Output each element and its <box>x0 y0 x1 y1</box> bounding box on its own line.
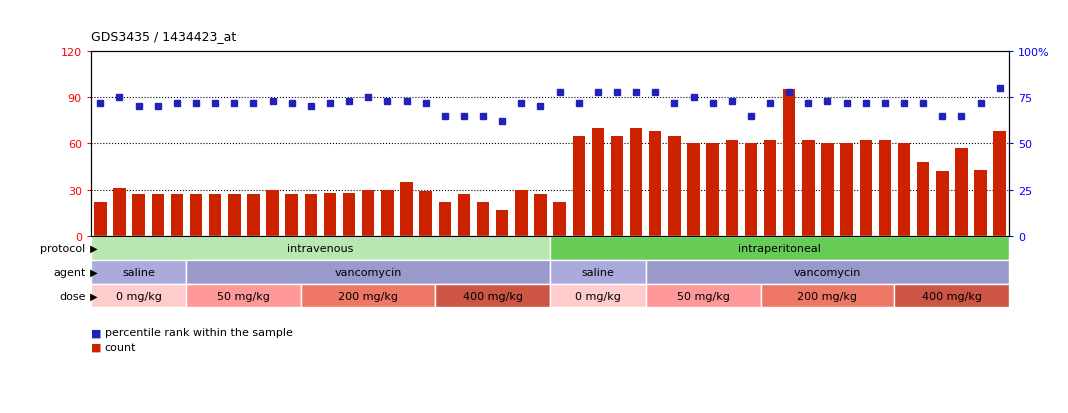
Bar <box>152 195 164 236</box>
Bar <box>993 132 1006 236</box>
Text: intravenous: intravenous <box>287 243 354 253</box>
Bar <box>91 284 187 308</box>
Bar <box>821 144 834 236</box>
Bar <box>209 195 221 236</box>
Bar <box>760 284 894 308</box>
Bar <box>841 144 853 236</box>
Bar <box>764 141 776 236</box>
Bar <box>879 141 891 236</box>
Bar <box>435 284 550 308</box>
Bar <box>187 260 550 284</box>
Text: ■: ■ <box>91 328 101 337</box>
Bar <box>550 260 646 284</box>
Bar <box>476 202 489 236</box>
Text: 0 mg/kg: 0 mg/kg <box>575 291 621 301</box>
Text: 200 mg/kg: 200 mg/kg <box>798 291 858 301</box>
Bar <box>439 202 451 236</box>
Text: GDS3435 / 1434423_at: GDS3435 / 1434423_at <box>91 31 236 43</box>
Text: protocol: protocol <box>41 243 85 253</box>
Bar <box>94 202 107 236</box>
Bar <box>171 195 183 236</box>
Bar <box>592 128 604 236</box>
Text: intraperitoneal: intraperitoneal <box>738 243 821 253</box>
Bar <box>706 144 719 236</box>
Text: ■: ■ <box>91 342 101 352</box>
Text: 0 mg/kg: 0 mg/kg <box>115 291 161 301</box>
Bar <box>324 193 336 236</box>
Bar <box>304 195 317 236</box>
Bar <box>630 128 642 236</box>
Bar <box>91 236 550 260</box>
Bar <box>496 210 508 236</box>
Bar <box>553 202 566 236</box>
Bar <box>860 141 871 236</box>
Bar <box>534 195 547 236</box>
Bar <box>266 190 279 236</box>
Bar <box>783 90 796 236</box>
Bar <box>550 284 646 308</box>
Text: agent: agent <box>53 267 85 277</box>
Bar <box>955 149 968 236</box>
Bar <box>113 189 126 236</box>
Bar <box>458 195 470 236</box>
Text: ▶: ▶ <box>87 267 97 277</box>
Bar <box>229 195 240 236</box>
Text: 400 mg/kg: 400 mg/kg <box>922 291 981 301</box>
Text: percentile rank within the sample: percentile rank within the sample <box>105 328 293 337</box>
Text: count: count <box>105 342 136 352</box>
Bar <box>802 141 815 236</box>
Bar <box>898 144 910 236</box>
Bar <box>91 260 187 284</box>
Text: saline: saline <box>122 267 155 277</box>
Bar <box>974 170 987 236</box>
Text: saline: saline <box>581 267 614 277</box>
Bar <box>894 284 1009 308</box>
Bar <box>917 162 929 236</box>
Bar <box>343 193 356 236</box>
Text: ▶: ▶ <box>87 243 97 253</box>
Text: dose: dose <box>59 291 85 301</box>
Text: 200 mg/kg: 200 mg/kg <box>339 291 398 301</box>
Text: vancomycin: vancomycin <box>794 267 861 277</box>
Bar <box>381 190 394 236</box>
Bar <box>725 141 738 236</box>
Bar <box>187 284 301 308</box>
Bar <box>400 183 412 236</box>
Bar <box>744 144 757 236</box>
Bar <box>420 192 431 236</box>
Text: 400 mg/kg: 400 mg/kg <box>462 291 522 301</box>
Bar <box>649 132 661 236</box>
Text: vancomycin: vancomycin <box>334 267 402 277</box>
Bar <box>936 172 948 236</box>
Bar <box>247 195 260 236</box>
Bar <box>669 136 680 236</box>
Bar <box>646 284 760 308</box>
Bar <box>550 236 1009 260</box>
Text: 50 mg/kg: 50 mg/kg <box>218 291 270 301</box>
Bar <box>611 136 624 236</box>
Bar <box>572 136 585 236</box>
Bar <box>688 144 700 236</box>
Text: ▶: ▶ <box>87 291 97 301</box>
Bar <box>132 195 145 236</box>
Bar <box>515 190 528 236</box>
Bar <box>362 190 375 236</box>
Text: 50 mg/kg: 50 mg/kg <box>677 291 729 301</box>
Bar <box>301 284 436 308</box>
Bar <box>285 195 298 236</box>
Bar <box>646 260 1009 284</box>
Bar <box>190 195 202 236</box>
